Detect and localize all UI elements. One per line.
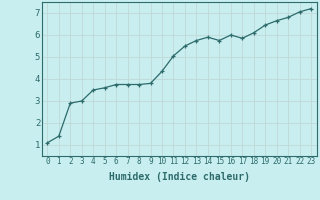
X-axis label: Humidex (Indice chaleur): Humidex (Indice chaleur) [109, 172, 250, 182]
